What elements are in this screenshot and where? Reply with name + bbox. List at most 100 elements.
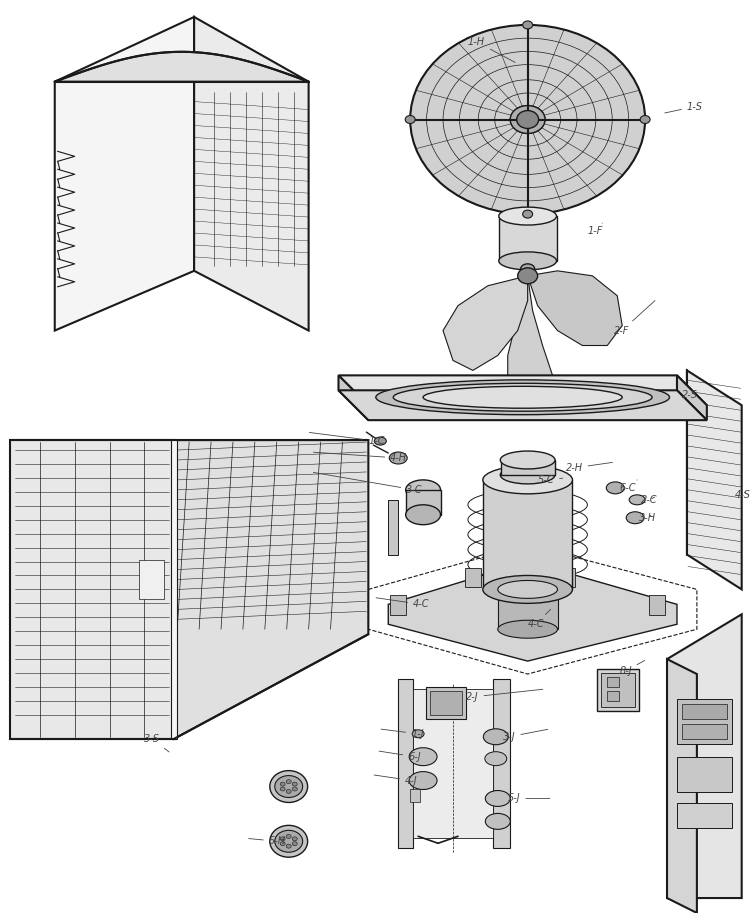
Bar	[677, 699, 732, 744]
Polygon shape	[10, 440, 174, 738]
Bar	[602, 673, 635, 707]
Ellipse shape	[270, 825, 308, 857]
Text: 8-J: 8-J	[619, 661, 644, 676]
Ellipse shape	[626, 511, 644, 523]
Bar	[171, 440, 177, 738]
Bar	[499, 216, 556, 261]
Polygon shape	[338, 391, 707, 420]
Polygon shape	[174, 440, 368, 738]
Bar	[677, 803, 732, 828]
Ellipse shape	[390, 452, 407, 464]
Polygon shape	[55, 17, 194, 330]
Text: 4-C: 4-C	[376, 597, 429, 609]
Ellipse shape	[523, 21, 532, 29]
Bar	[608, 691, 619, 701]
Ellipse shape	[498, 580, 557, 598]
Ellipse shape	[280, 842, 285, 845]
Text: 4-H: 4-H	[314, 452, 408, 463]
Polygon shape	[443, 275, 528, 371]
Ellipse shape	[274, 830, 302, 852]
Ellipse shape	[500, 451, 555, 469]
Text: 2-C: 2-C	[641, 495, 658, 505]
Bar	[410, 789, 420, 802]
Ellipse shape	[483, 576, 572, 603]
Text: 1-C: 1-C	[309, 433, 385, 447]
Polygon shape	[399, 679, 413, 848]
Bar	[430, 691, 462, 715]
Ellipse shape	[270, 770, 308, 802]
Text: 3-S: 3-S	[144, 734, 169, 752]
Ellipse shape	[274, 776, 302, 798]
Text: 6-J: 6-J	[379, 751, 421, 761]
Bar	[406, 490, 441, 515]
Text: 2-S: 2-S	[682, 391, 698, 400]
Ellipse shape	[374, 437, 387, 445]
Text: 2-F: 2-F	[614, 300, 655, 336]
Bar	[498, 589, 557, 630]
Ellipse shape	[523, 210, 532, 218]
Ellipse shape	[405, 479, 441, 500]
Polygon shape	[687, 371, 741, 589]
Bar	[682, 724, 726, 738]
Text: 1-F: 1-F	[587, 223, 603, 236]
Text: 2-H: 2-H	[566, 462, 612, 473]
Polygon shape	[677, 375, 707, 420]
Text: 3-H: 3-H	[639, 512, 656, 522]
Ellipse shape	[280, 782, 285, 786]
Bar	[426, 687, 466, 719]
Text: 3-C: 3-C	[314, 472, 423, 495]
Ellipse shape	[517, 268, 538, 284]
Text: 1-S: 1-S	[665, 102, 703, 113]
Polygon shape	[55, 52, 308, 81]
Polygon shape	[528, 271, 622, 346]
Ellipse shape	[280, 787, 285, 791]
Bar	[682, 704, 726, 719]
Bar	[390, 596, 406, 615]
Ellipse shape	[517, 111, 538, 128]
Ellipse shape	[293, 842, 297, 845]
Bar	[649, 596, 665, 615]
Ellipse shape	[293, 787, 297, 791]
Text: 5-C: 5-C	[538, 475, 562, 485]
Bar	[388, 500, 399, 554]
Ellipse shape	[520, 264, 535, 274]
Ellipse shape	[376, 380, 669, 414]
Ellipse shape	[629, 495, 645, 505]
Ellipse shape	[412, 730, 424, 737]
Ellipse shape	[287, 790, 291, 793]
Ellipse shape	[287, 780, 291, 783]
Ellipse shape	[485, 752, 507, 766]
Ellipse shape	[409, 771, 437, 790]
Ellipse shape	[293, 782, 297, 786]
Ellipse shape	[606, 482, 624, 494]
Ellipse shape	[640, 115, 650, 124]
Text: 2-J: 2-J	[466, 689, 543, 702]
Text: 7-J: 7-J	[0, 914, 1, 915]
Ellipse shape	[393, 383, 652, 411]
Ellipse shape	[280, 837, 285, 841]
Polygon shape	[508, 275, 553, 410]
Ellipse shape	[293, 837, 297, 841]
Bar	[413, 689, 493, 838]
Ellipse shape	[510, 105, 545, 134]
Polygon shape	[667, 614, 741, 898]
Text: 4-C: 4-C	[528, 609, 550, 630]
Text: 6-C: 6-C	[619, 479, 637, 493]
Ellipse shape	[405, 505, 441, 524]
Polygon shape	[493, 679, 510, 848]
Polygon shape	[194, 17, 308, 330]
Ellipse shape	[287, 845, 291, 848]
Bar	[139, 560, 164, 599]
Text: 4-J: 4-J	[374, 775, 418, 786]
Text: 1-J: 1-J	[381, 728, 424, 738]
Bar	[677, 757, 732, 791]
Text: 5-J: 5-J	[508, 793, 550, 803]
Ellipse shape	[499, 207, 556, 225]
Ellipse shape	[485, 813, 510, 829]
Polygon shape	[338, 375, 707, 405]
Bar	[501, 460, 554, 475]
Ellipse shape	[498, 620, 557, 638]
Bar	[483, 479, 572, 589]
Bar	[608, 677, 619, 687]
Ellipse shape	[483, 466, 572, 494]
